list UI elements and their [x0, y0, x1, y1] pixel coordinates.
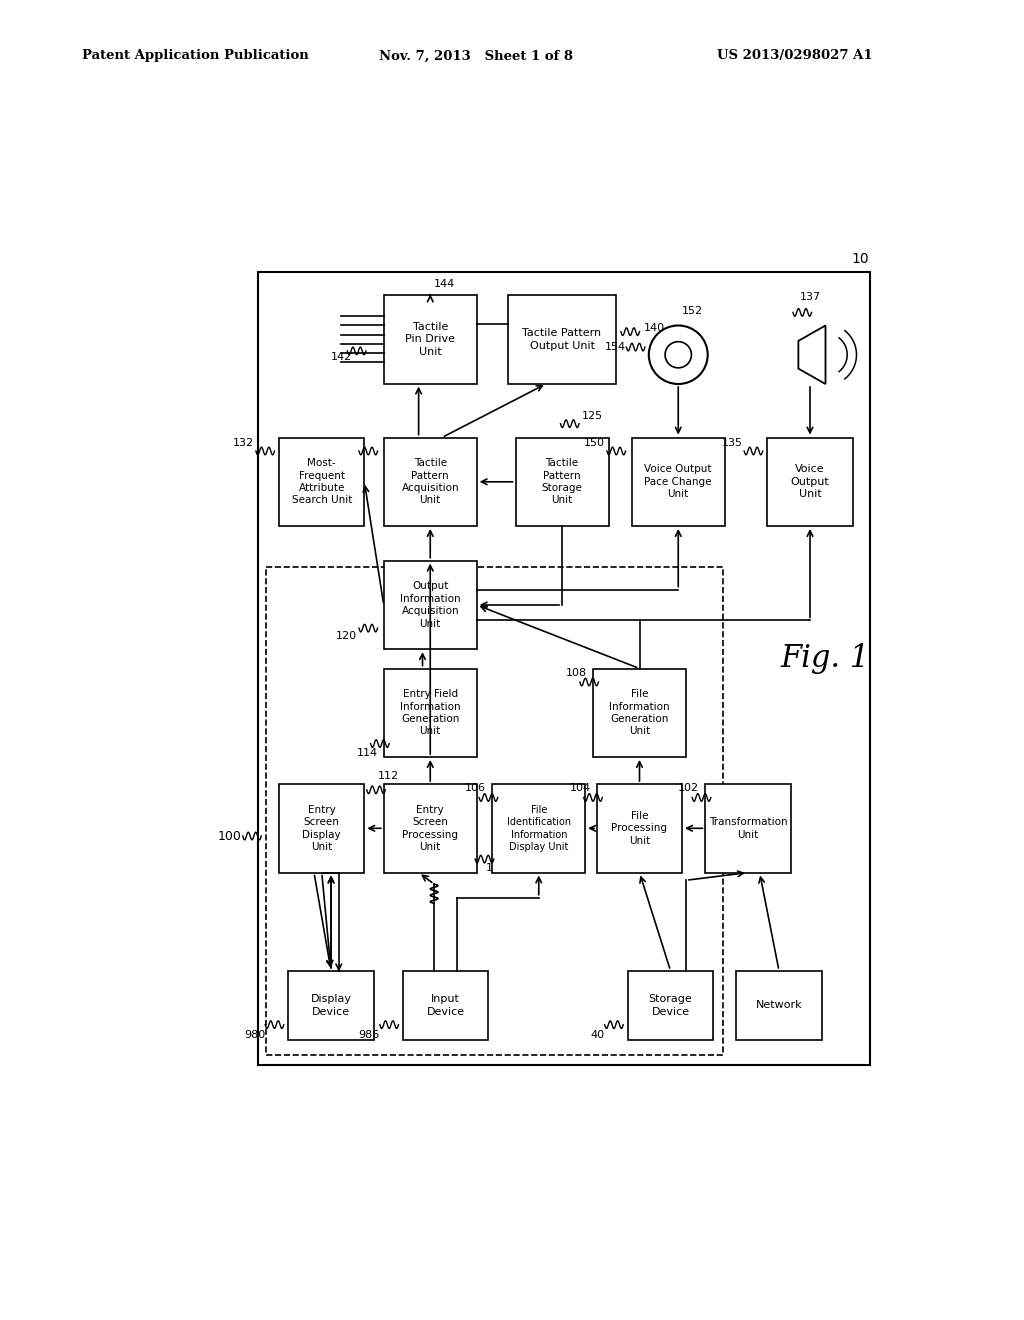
Text: Tactile Pattern
Output Unit: Tactile Pattern Output Unit: [522, 329, 601, 351]
Text: 114: 114: [356, 748, 378, 758]
Text: 142: 142: [331, 352, 352, 363]
Text: 108: 108: [565, 668, 587, 677]
Bar: [289, 970, 374, 1040]
Text: 135: 135: [722, 438, 742, 449]
Text: 102: 102: [678, 783, 699, 793]
Text: 980: 980: [244, 1030, 265, 1040]
Text: 144: 144: [434, 279, 456, 289]
Bar: [384, 296, 477, 384]
Bar: [403, 970, 488, 1040]
Text: 140: 140: [643, 323, 665, 333]
Text: Entry Field
Information
Generation
Unit: Entry Field Information Generation Unit: [400, 689, 461, 737]
Text: File
Identification
Information
Display Unit: File Identification Information Display …: [507, 805, 570, 851]
Text: 106: 106: [465, 783, 486, 793]
Text: Fig. 1: Fig. 1: [781, 643, 870, 675]
Text: 10: 10: [851, 252, 869, 267]
Bar: [597, 784, 682, 873]
Text: 104: 104: [569, 783, 591, 793]
Text: US 2013/0298027 A1: US 2013/0298027 A1: [717, 49, 872, 62]
Bar: [767, 437, 853, 527]
Text: Tactile
Pattern
Storage
Unit: Tactile Pattern Storage Unit: [542, 458, 583, 506]
Bar: [258, 272, 870, 1065]
Text: Display
Device: Display Device: [310, 994, 351, 1016]
Text: Tactile
Pattern
Acquisition
Unit: Tactile Pattern Acquisition Unit: [401, 458, 459, 506]
Bar: [628, 970, 713, 1040]
Bar: [632, 437, 725, 527]
Bar: [266, 566, 723, 1056]
Text: Nov. 7, 2013   Sheet 1 of 8: Nov. 7, 2013 Sheet 1 of 8: [379, 49, 572, 62]
Text: Transformation
Unit: Transformation Unit: [709, 817, 787, 840]
Bar: [508, 296, 616, 384]
Text: 152: 152: [682, 306, 703, 317]
Text: 132: 132: [233, 438, 254, 449]
Text: 986: 986: [358, 1030, 380, 1040]
Text: Storage
Device: Storage Device: [648, 994, 692, 1016]
Text: Entry
Screen
Processing
Unit: Entry Screen Processing Unit: [402, 805, 459, 851]
Text: Output
Information
Acquisition
Unit: Output Information Acquisition Unit: [400, 581, 461, 628]
Text: 120: 120: [336, 631, 356, 640]
Text: 40: 40: [591, 1030, 604, 1040]
Text: File
Information
Generation
Unit: File Information Generation Unit: [609, 689, 670, 737]
Text: 150: 150: [584, 438, 604, 449]
Text: 110: 110: [486, 863, 507, 874]
Bar: [593, 668, 686, 758]
Bar: [280, 437, 365, 527]
Bar: [384, 784, 477, 873]
Text: 137: 137: [800, 293, 820, 302]
Bar: [706, 784, 791, 873]
Text: Entry
Screen
Display
Unit: Entry Screen Display Unit: [302, 805, 341, 851]
Text: 130: 130: [336, 438, 356, 449]
Text: 112: 112: [378, 771, 399, 780]
Text: Patent Application Publication: Patent Application Publication: [82, 49, 308, 62]
Text: Tactile
Pin Drive
Unit: Tactile Pin Drive Unit: [406, 322, 456, 356]
Text: Voice Output
Pace Change
Unit: Voice Output Pace Change Unit: [644, 465, 712, 499]
Bar: [384, 561, 477, 649]
Text: 100: 100: [217, 829, 241, 842]
Bar: [736, 970, 821, 1040]
Text: Voice
Output
Unit: Voice Output Unit: [791, 465, 829, 499]
Bar: [384, 437, 477, 527]
Text: Input
Device: Input Device: [427, 994, 465, 1016]
Text: 154: 154: [604, 342, 626, 352]
Bar: [515, 437, 608, 527]
Text: 125: 125: [582, 411, 602, 421]
Bar: [280, 784, 365, 873]
Bar: [493, 784, 586, 873]
Text: File
Processing
Unit: File Processing Unit: [611, 810, 668, 846]
Text: Most-
Frequent
Attribute
Search Unit: Most- Frequent Attribute Search Unit: [292, 458, 352, 506]
Text: Network: Network: [756, 1001, 803, 1010]
Bar: [384, 668, 477, 758]
